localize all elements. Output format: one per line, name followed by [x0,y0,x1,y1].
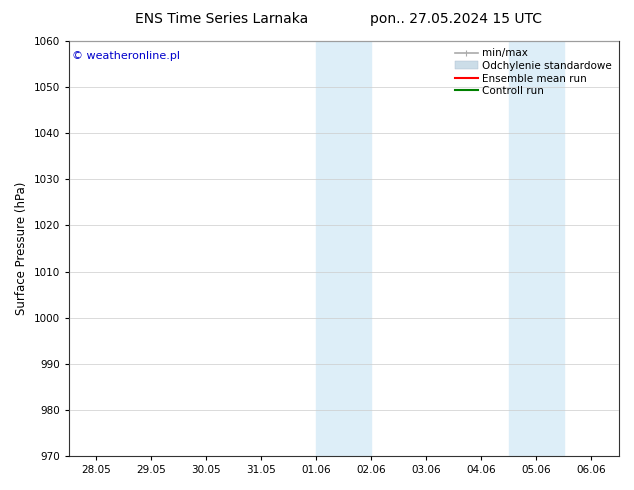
Text: ENS Time Series Larnaka: ENS Time Series Larnaka [135,12,309,26]
Bar [316,41,372,456]
Legend: min/max, Odchylenie standardowe, Ensemble mean run, Controll run: min/max, Odchylenie standardowe, Ensembl… [453,46,614,98]
Text: © weatheronline.pl: © weatheronline.pl [72,51,179,61]
Y-axis label: Surface Pressure (hPa): Surface Pressure (hPa) [15,182,28,315]
Text: pon.. 27.05.2024 15 UTC: pon.. 27.05.2024 15 UTC [370,12,543,26]
Bar [509,41,564,456]
